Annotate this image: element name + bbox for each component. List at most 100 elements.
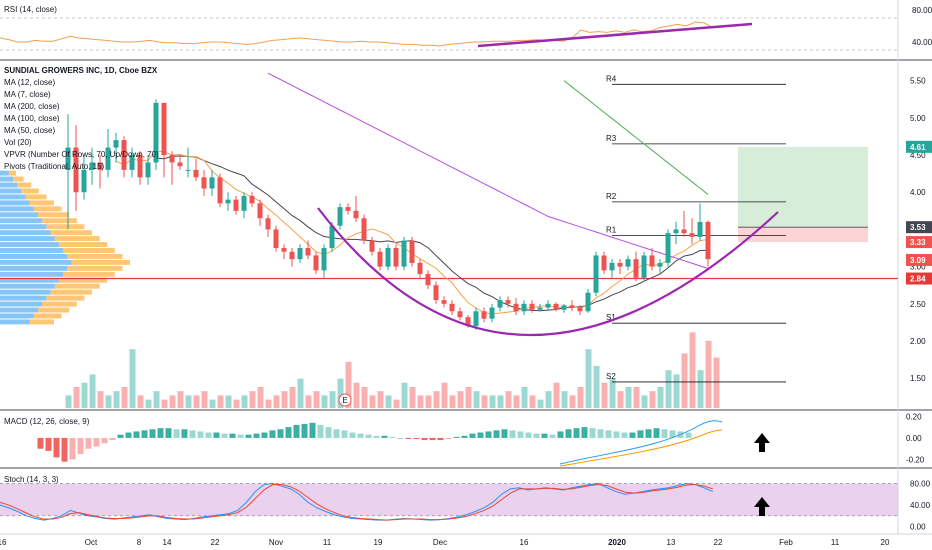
macd-histogram-bar: [565, 429, 572, 438]
macd-histogram-bar: [437, 437, 444, 441]
pivot-label: R1: [606, 225, 617, 234]
volume-bar: [417, 395, 424, 408]
target-zone[interactable]: [738, 146, 868, 243]
macd-histogram-bar: [93, 437, 100, 447]
vpvr-up-bar: [0, 259, 72, 265]
candle-body: [193, 169, 199, 178]
vpvr-up-bar: [0, 224, 47, 230]
volume-bar: [113, 391, 120, 408]
time-tick-label: 8: [137, 538, 142, 547]
vpvr-up-bar: [0, 230, 51, 236]
pivot-label: R3: [606, 134, 617, 143]
price-tick-label: 4.00: [910, 188, 926, 197]
price-tag: [906, 140, 932, 153]
candle-body: [177, 162, 183, 167]
main-legend: SUNDIAL GROWERS INC, 1D, Cboe BZX MA (12…: [4, 66, 159, 171]
time-tick-label: Oct: [85, 538, 98, 547]
macd-histogram-bar: [373, 435, 380, 438]
candle-body: [185, 169, 191, 171]
macd-histogram-bar: [589, 428, 596, 438]
macd-histogram-bar: [621, 432, 628, 438]
candle-body: [417, 262, 423, 275]
vpvr-up-bar: [0, 277, 59, 283]
macd-histogram-bar: [429, 437, 436, 441]
candle-body: [569, 305, 575, 308]
volume-bar: [217, 395, 224, 408]
candle-body: [545, 303, 551, 308]
macd-histogram-bar: [397, 437, 404, 439]
macd-line: [559, 420, 723, 465]
legend-vpvr: VPVR (Number Of Rows, 70, Up/Down, 70): [4, 150, 159, 159]
price-axis: 80.0040.005.505.004.504.003.503.002.502.…: [906, 6, 932, 532]
volume-bar: [473, 391, 480, 408]
price-tag: [906, 253, 932, 266]
volume-bar: [697, 370, 704, 408]
candle-body: [433, 285, 439, 301]
drawn-overlays[interactable]: [317, 22, 779, 336]
price-tag: [906, 236, 932, 249]
candle-body: [449, 303, 455, 312]
vpvr-up-bar: [0, 248, 64, 253]
vpvr-up-bar: [0, 313, 34, 319]
macd-title: MACD (12, 26, close, 9): [4, 417, 90, 426]
price-tick-label: 1.50: [910, 374, 926, 383]
candle-body: [129, 155, 135, 170]
volume-bar: [713, 357, 720, 408]
legend-ma50: MA (50, close): [4, 126, 55, 135]
vpvr-down-bar: [67, 253, 123, 259]
volume-bar: [441, 382, 448, 408]
volume-bar: [225, 395, 232, 408]
candle-body: [489, 307, 495, 319]
candle-body: [385, 248, 391, 267]
macd-histogram-bar: [101, 437, 108, 444]
candle-body: [593, 255, 599, 293]
vpvr-down-bar: [25, 194, 47, 200]
stoch-tick-label: 40.00: [910, 501, 931, 510]
macd-histogram-bar: [269, 430, 276, 438]
time-tick-label: 11: [323, 538, 332, 547]
volume-bar: [145, 399, 152, 408]
candle-body: [241, 195, 247, 211]
candle-body: [161, 102, 167, 156]
candle-body: [521, 303, 527, 312]
macd-histogram-bar: [333, 429, 340, 438]
earnings-marker-label: E: [342, 396, 347, 405]
volume-bar: [665, 370, 672, 408]
candle-body: [513, 303, 519, 312]
macd-histogram-bar: [381, 435, 388, 438]
volume-bar: [377, 391, 384, 408]
candle-body: [345, 207, 351, 211]
vpvr-down-bar: [58, 242, 108, 248]
pivot-label: S1: [606, 313, 616, 322]
candle-body: [249, 195, 255, 204]
volume-bar: [97, 391, 104, 408]
candle-body: [585, 292, 591, 312]
vpvr-up-bar: [0, 236, 55, 242]
candle-body: [233, 199, 239, 211]
candle-body: [673, 229, 679, 234]
vpvr-down-bar: [8, 170, 16, 176]
stoch-d-line: [0, 484, 713, 521]
candle-body: [393, 248, 399, 267]
price-tick-label: 3.00: [910, 263, 926, 272]
volume-bar: [585, 349, 592, 408]
candle-body: [217, 177, 223, 204]
candle-body: [313, 255, 319, 271]
candle-body: [617, 262, 623, 267]
candle-body: [145, 162, 151, 178]
macd-histogram-bar: [149, 429, 156, 438]
volume-bar: [633, 387, 640, 408]
time-axis: 16 Oct 8 14 22 Nov 11 19 Dec 16 2020 13 22 Feb 11 20: [0, 538, 890, 547]
vpvr-up-bar: [0, 212, 39, 218]
vpvr-down-bar: [50, 289, 92, 295]
vpvr-down-bar: [50, 230, 92, 236]
candle-body: [377, 251, 383, 267]
vpvr-up-bar: [0, 218, 43, 224]
volume-bar: [689, 332, 696, 408]
macd-histogram-bar: [541, 433, 548, 438]
macd-histogram-bar: [685, 432, 692, 438]
rsi-tick-label: 80.00: [912, 6, 932, 15]
price-tag: [906, 272, 932, 285]
macd-histogram-bar: [125, 432, 132, 438]
